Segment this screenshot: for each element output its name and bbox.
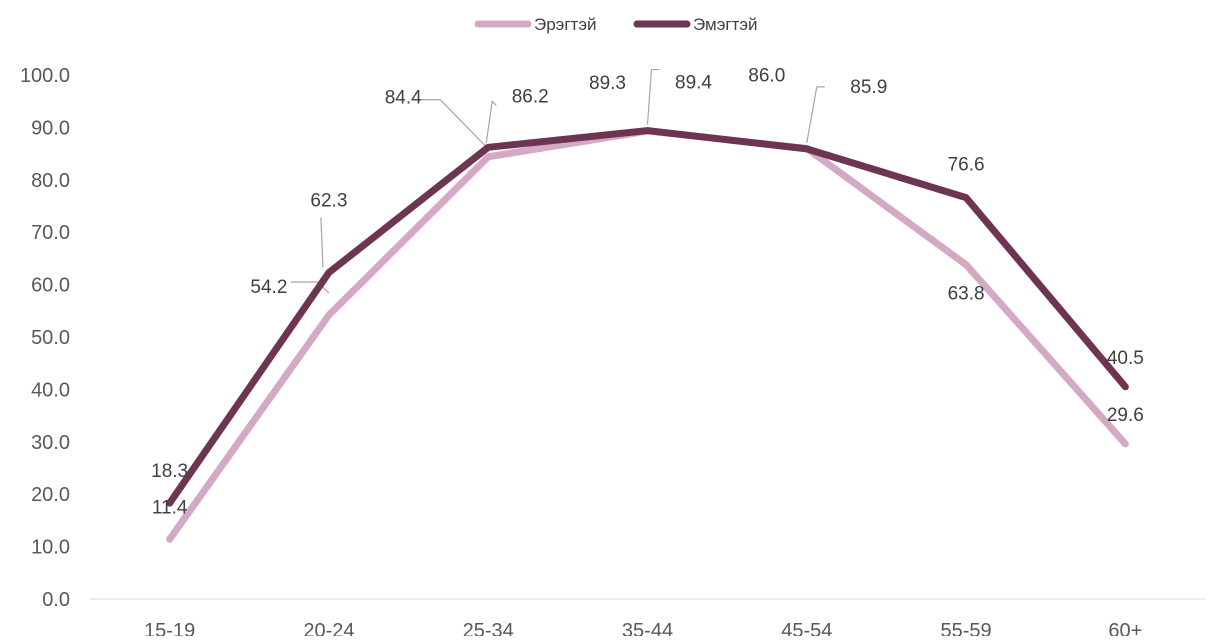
data-label-male: 11.4 xyxy=(152,497,188,518)
y-tick-label: 70.0 xyxy=(31,222,70,244)
data-label-male: 86.0 xyxy=(748,65,785,86)
x-tick-label: 15-19 xyxy=(144,620,195,636)
data-label-male: 54.2 xyxy=(250,277,287,298)
label-leader-line xyxy=(806,86,825,143)
x-tick-label: 60+ xyxy=(1108,620,1142,636)
data-label-male: 29.6 xyxy=(1107,405,1144,426)
data-label-male: 63.8 xyxy=(948,284,985,305)
x-tick-label: 55-59 xyxy=(940,620,991,636)
data-label-female: 89.4 xyxy=(675,73,712,94)
y-tick-label: 50.0 xyxy=(31,327,70,349)
data-label-leaders xyxy=(290,68,825,294)
data-label-female: 76.6 xyxy=(948,155,985,176)
y-tick-label: 80.0 xyxy=(31,170,70,192)
legend-label-female: Эмэгтэй xyxy=(693,15,758,34)
series-lines xyxy=(166,127,1129,543)
data-label-male: 84.4 xyxy=(385,88,422,109)
y-tick-label: 30.0 xyxy=(31,432,70,454)
x-tick-label: 25-34 xyxy=(463,620,514,636)
data-label-female: 40.5 xyxy=(1107,348,1144,369)
y-tick-label: 90.0 xyxy=(31,117,70,139)
x-axis: 15-19 20-24 25-34 35-44 45-54 55-59 60+ xyxy=(144,620,1142,641)
data-labels: 11.4 54.2 84.4 89.3 86.0 63.8 29.6 18.3 62.3 86.2… xyxy=(151,65,1144,518)
series-line-female xyxy=(166,127,1129,507)
legend-label-male: Эрэгтэй xyxy=(534,15,597,34)
label-leader-line xyxy=(290,281,330,294)
data-label-female: 18.3 xyxy=(151,461,188,482)
y-tick-label: 10.0 xyxy=(31,537,70,559)
legend: Эрэгтэй Эмэгтэй xyxy=(474,15,758,34)
label-leader-line xyxy=(485,100,497,144)
label-leader-line xyxy=(646,68,660,125)
x-tick-label: 20-24 xyxy=(303,620,354,636)
y-tick-label: 0.0 xyxy=(42,589,70,611)
x-tick-label: 45-54 xyxy=(781,620,832,636)
y-tick-label: 40.0 xyxy=(31,379,70,401)
label-leader-line xyxy=(420,99,489,150)
data-label-female: 85.9 xyxy=(850,77,887,98)
data-label-female: 86.2 xyxy=(512,86,549,107)
data-label-male: 89.3 xyxy=(589,73,626,94)
y-tick-label: 20.0 xyxy=(31,484,70,506)
y-tick-label: 100.0 xyxy=(20,65,70,87)
data-label-female: 62.3 xyxy=(310,191,347,212)
label-leader-line xyxy=(320,217,324,268)
y-axis: 0.0 10.0 20.0 30.0 40.0 50.0 60.0 70.0 80.0 90.0 1… xyxy=(20,65,70,611)
x-tick-label: 35-44 xyxy=(622,620,673,636)
y-tick-label: 60.0 xyxy=(31,275,70,297)
